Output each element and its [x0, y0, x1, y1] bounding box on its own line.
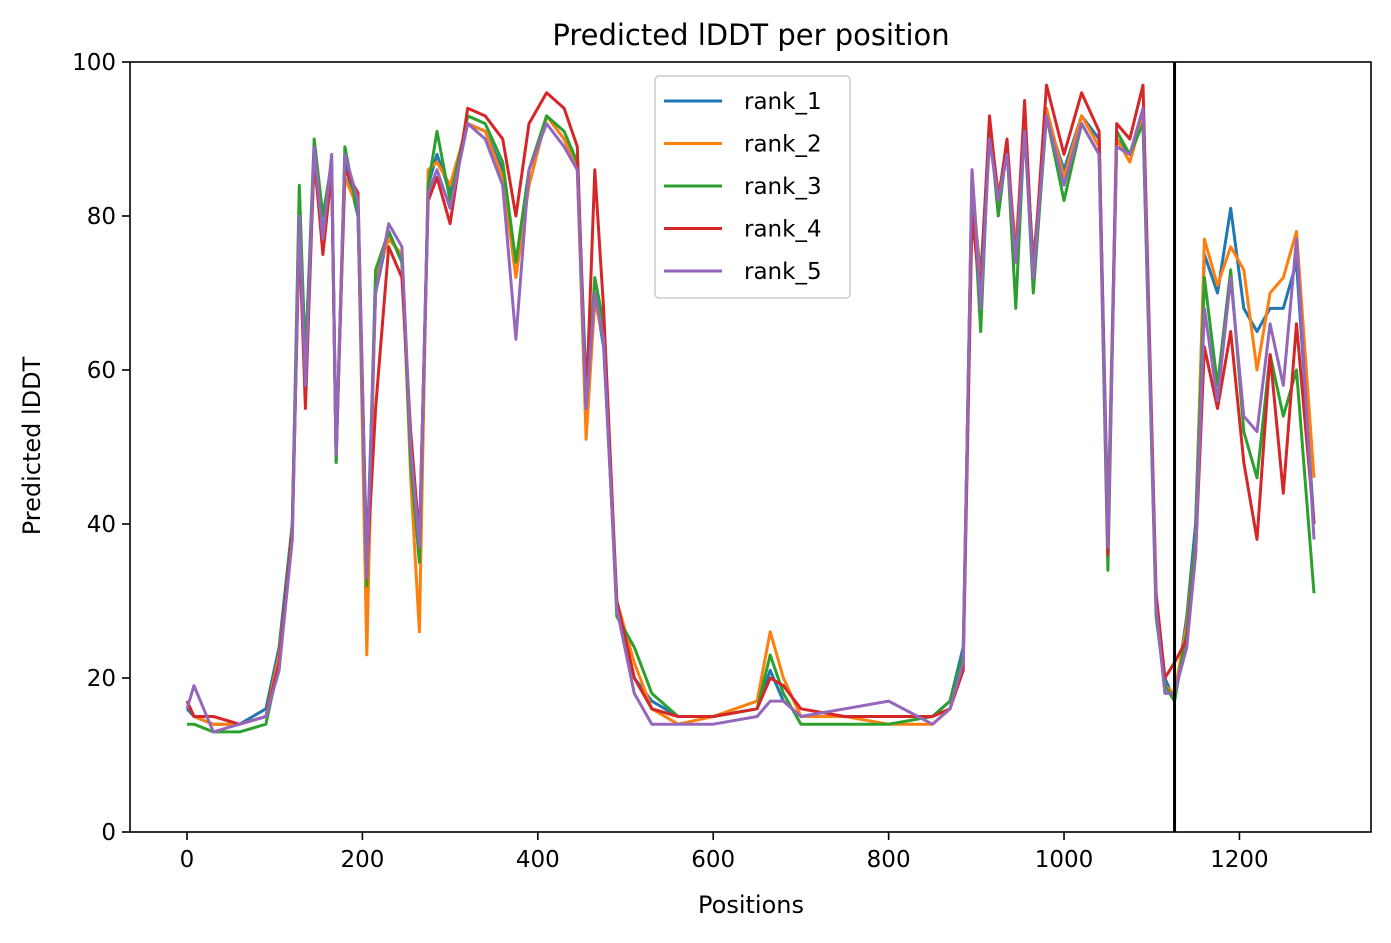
- legend: rank_1 rank_2 rank_3 rank_4 rank_5: [654, 75, 851, 299]
- legend-label: rank_1: [744, 89, 822, 115]
- series-lines: [185, 83, 1316, 734]
- y-axis-ticks: 0 20 40 60 80 100: [72, 50, 130, 846]
- x-tick-label: 1200: [1210, 847, 1269, 873]
- legend-label: rank_4: [744, 217, 822, 243]
- y-axis-label: Predicted lDDT: [18, 356, 46, 535]
- legend-label: rank_5: [744, 259, 822, 285]
- x-tick-label: 800: [867, 847, 911, 873]
- x-axis-label: Positions: [698, 891, 804, 919]
- x-tick-label: 0: [180, 847, 195, 873]
- y-tick-label: 20: [87, 666, 116, 692]
- chart-title: Predicted lDDT per position: [552, 18, 949, 52]
- plot-area-frame: [129, 61, 1372, 833]
- legend-label: rank_3: [744, 174, 822, 200]
- series-line-rank-5: [185, 106, 1316, 734]
- y-tick-label: 60: [87, 358, 116, 384]
- y-tick-label: 0: [101, 820, 116, 846]
- x-tick-label: 600: [691, 847, 735, 873]
- x-tick-label: 400: [516, 847, 560, 873]
- y-tick-label: 40: [87, 512, 116, 538]
- x-axis-ticks: 0 200 400 600 800 1000 1200: [180, 832, 1269, 873]
- y-tick-label: 80: [87, 204, 116, 230]
- x-tick-label: 1000: [1035, 847, 1094, 873]
- y-tick-label: 100: [72, 50, 116, 76]
- legend-label: rank_2: [744, 132, 822, 158]
- legend-box: [654, 75, 851, 299]
- x-tick-label: 200: [340, 847, 384, 873]
